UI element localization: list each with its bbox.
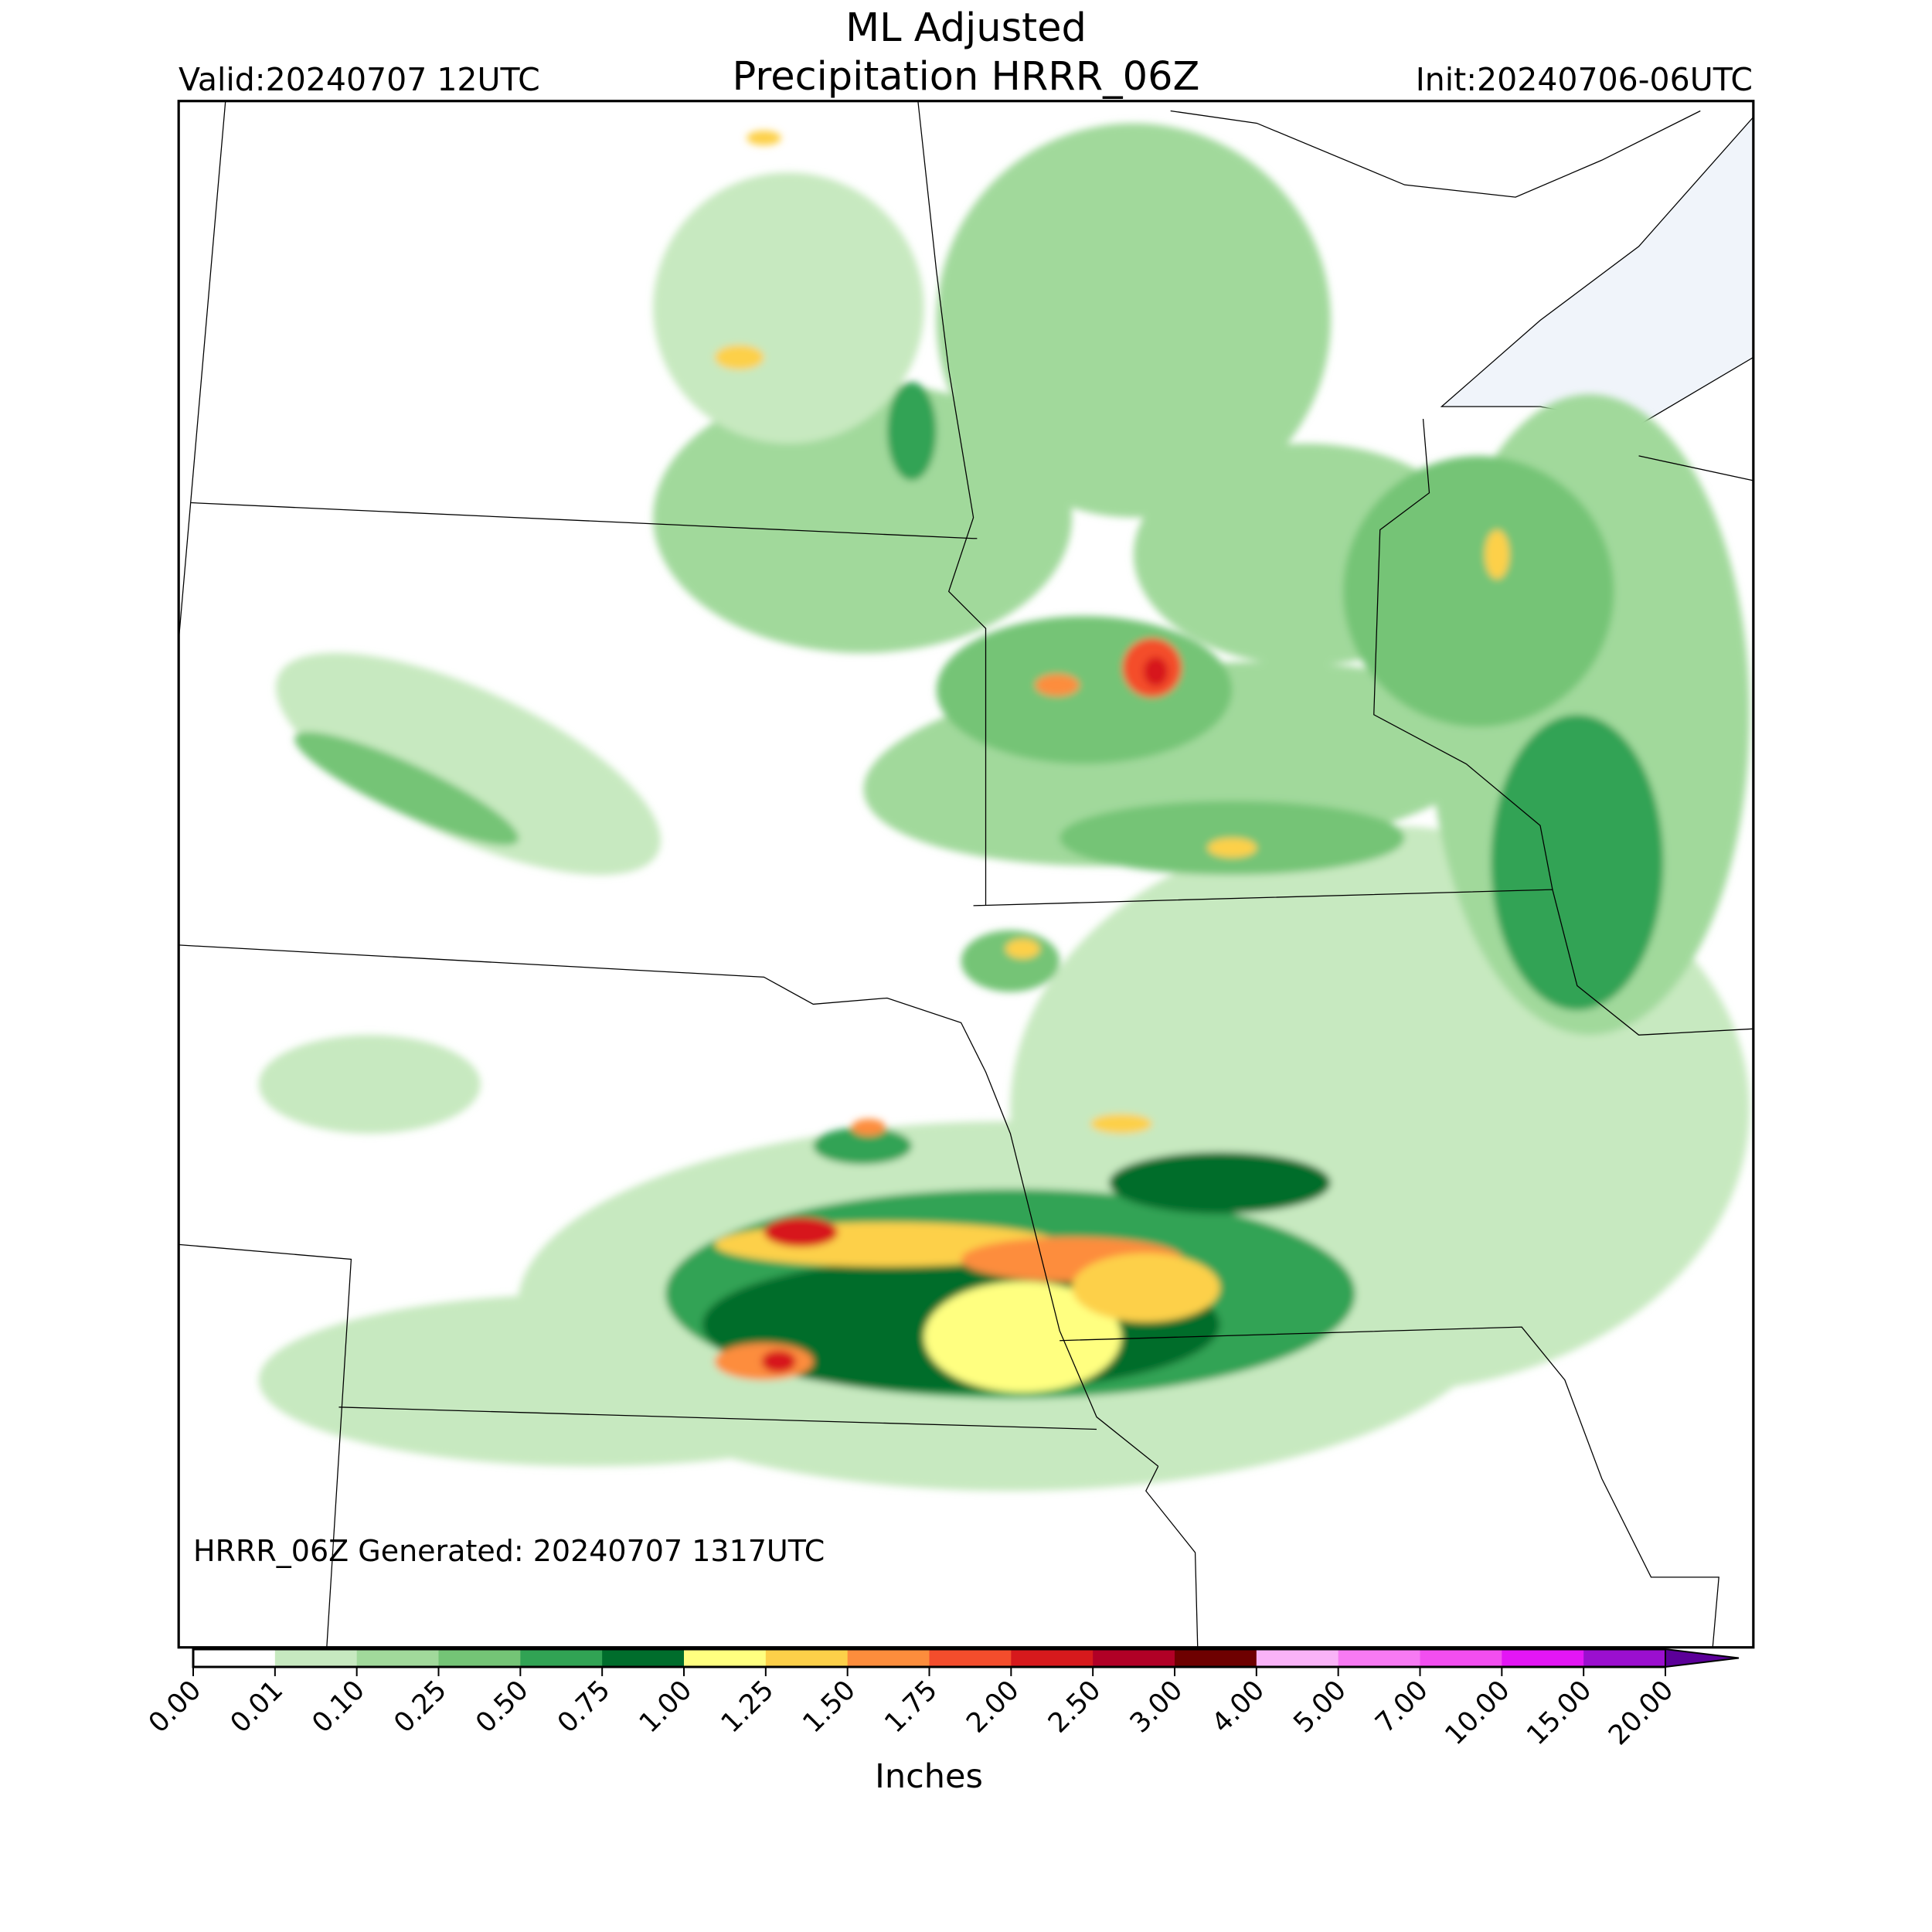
border [191,502,978,539]
colorbar-segment [1502,1649,1584,1667]
precip-area [923,1281,1121,1393]
precip-area [886,382,937,481]
border [1060,1326,1719,1648]
precip-area [1108,1151,1331,1214]
colorbar-tick-label: 1.75 [879,1675,943,1739]
title-line: Precipitation HRRR_06Z [733,54,1200,100]
precip-area [747,131,781,146]
colorbar-segment [438,1649,521,1667]
precip-area [294,732,519,845]
colorbar-tick-label: 0.10 [307,1675,371,1739]
map [177,100,1755,1649]
colorbar-tick-label: 3.00 [1124,1675,1189,1739]
colorbar-tick-label: 20.00 [1603,1675,1679,1751]
precip-area [764,1217,838,1247]
precip-area [1207,838,1257,858]
colorbar-segment [1175,1649,1257,1667]
colorbar-label: Inches [875,1757,983,1796]
precip-field [258,123,1750,1492]
title-line: ML Adjusted [845,5,1087,51]
precip-area [1072,1253,1220,1322]
border [1638,455,1753,481]
border [179,944,1159,1467]
colorbar-segment [1093,1649,1175,1667]
colorbar-tick-label: 1.25 [716,1675,780,1739]
colorbar-tick-label: 1.50 [798,1675,862,1739]
colorbar-segment [1011,1649,1094,1667]
precip-area [1485,529,1510,580]
colorbar-segment [1583,1649,1666,1667]
precip-area [761,1350,796,1373]
colorbar-tick-label: 0.25 [388,1675,452,1739]
map-content [179,100,1753,1648]
colorbar-tick-label: 2.00 [961,1675,1025,1739]
colorbar-tick-label: 0.00 [143,1675,207,1739]
colorbar-segment [356,1649,439,1667]
lake [1440,116,1753,426]
precip-area [1143,656,1168,687]
precip-area [936,616,1233,764]
precip-area [961,930,1060,992]
init-time: Init:20240706-06UTC [1416,61,1753,98]
border [917,100,987,906]
precip-area [653,382,1073,654]
colorbar-tick-label: 15.00 [1521,1675,1597,1751]
colorbar-segment [765,1649,849,1667]
border [179,100,226,641]
colorbar-segment [193,1649,276,1667]
colorbar-segment [1338,1649,1420,1667]
colorbar-segment [1420,1649,1502,1667]
border [1373,419,1553,890]
colorbar-tick-label: 7.00 [1369,1675,1434,1739]
colorbar-segment [847,1649,930,1667]
precip-area [813,1127,912,1165]
precip-area [936,123,1331,518]
border [338,1406,1097,1430]
colorbar-tick-label: 0.75 [552,1675,616,1739]
precip-area [1342,455,1614,727]
colorbar-tick-label: 4.00 [1206,1675,1270,1739]
colorbar-tick-label: 1.00 [634,1675,698,1739]
valid-time: Valid:20240707 12UTC [179,61,540,98]
map-frame [177,100,1755,1649]
colorbar: 0.00 0.01 0.10 0.25 0.50 0.75 1.00 1.25 1.50 1.75… [143,1648,1740,1751]
precip-area [714,345,764,370]
precip-area [258,1035,481,1134]
borders [179,100,1753,1648]
border [1145,1466,1199,1648]
colorbar-tick-label: 10.00 [1440,1675,1516,1751]
precip-area [1491,714,1664,1011]
precip-area [1090,1114,1152,1134]
border [1170,110,1701,198]
colorbar-tick-label: 5.00 [1288,1675,1352,1739]
colorbar-tick-label: 2.50 [1043,1675,1107,1739]
colorbar-extension [1665,1648,1740,1668]
border [973,889,1753,1036]
precip-area [851,1118,886,1137]
precip-area [1005,938,1040,959]
colorbar-segment [1256,1649,1339,1667]
colorbar-segment [929,1649,1012,1667]
precip-area [1035,674,1080,696]
colorbar-segment [520,1649,603,1667]
border [179,1243,352,1648]
colorbar-tick-label: 0.50 [470,1675,534,1739]
colorbar-tick-label: 0.01 [225,1675,289,1739]
colorbar-segment [274,1649,358,1667]
precip-area [653,172,924,444]
colorbar-segment [602,1649,685,1667]
footnote: HRRR_06Z Generated: 20240707 1317UTC [193,1534,825,1568]
precip-area [275,652,661,876]
colorbar-segment [684,1649,767,1667]
